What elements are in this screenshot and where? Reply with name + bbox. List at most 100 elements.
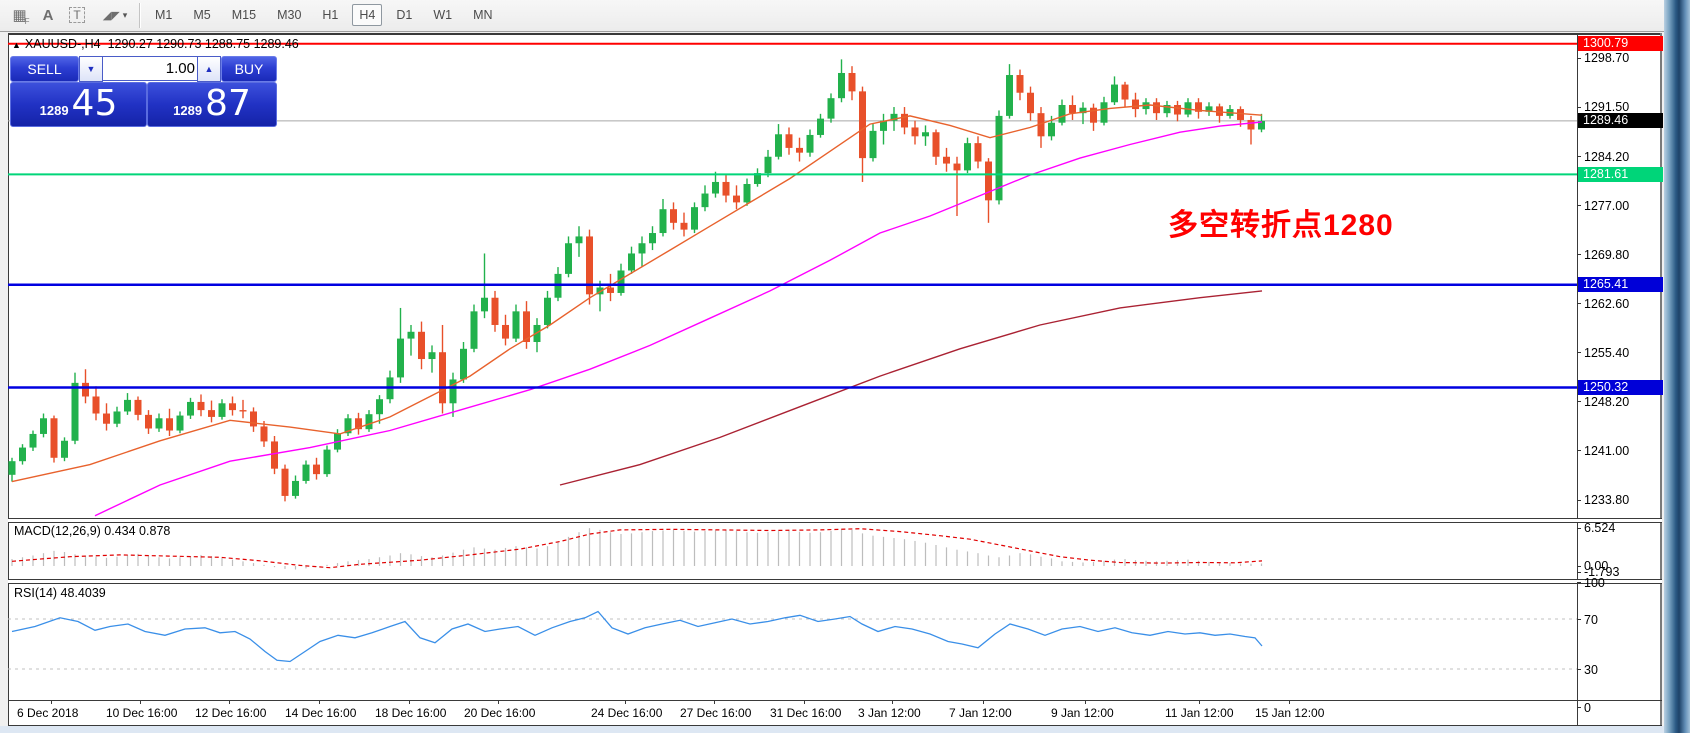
bid-quote-box[interactable]: 1289 45 [10, 82, 147, 127]
text-annotation-icon[interactable]: T [66, 4, 88, 26]
candle [1027, 86, 1034, 121]
rsi-scale-label: 0 [1584, 701, 1591, 715]
cursor-styles-icon[interactable]: ◢◤ ▾ [98, 4, 132, 26]
candle [1184, 98, 1192, 118]
rsi-line [11, 610, 1263, 663]
rsi-label: RSI(14) 48.4039 [14, 586, 106, 600]
candle [922, 125, 929, 146]
timeframe-m1[interactable]: M1 [155, 8, 173, 22]
price-tick-label: 1269.80 [1584, 248, 1630, 262]
candle [50, 415, 58, 463]
timeframe-bar: M1 M5 M15 M30 H1 H4 D1 W1 MN [148, 4, 500, 26]
arrows-glyph: ◢◤ [102, 9, 120, 22]
candle [974, 136, 982, 169]
price-tick [1577, 254, 1581, 255]
chart-frame-bottom [8, 725, 1662, 726]
scale-divider [1577, 35, 1578, 725]
candle [1174, 100, 1181, 122]
volume-down-button[interactable]: ▼ [79, 56, 103, 82]
date-tick [140, 700, 141, 704]
candle [197, 394, 205, 417]
candle [995, 110, 1003, 205]
a-glyph: A [42, 6, 54, 24]
candle [250, 407, 257, 432]
candle [1111, 76, 1118, 105]
macd-scale-label: 6.524 [1584, 521, 1616, 535]
volume-input[interactable]: 1.00 [102, 56, 204, 81]
chart-shift-grid-icon[interactable]: ▦ F [8, 4, 34, 26]
candle [649, 226, 656, 251]
price-tick [1577, 107, 1581, 108]
candle [1163, 100, 1171, 118]
rsi-tick [1577, 619, 1581, 620]
candle [218, 399, 226, 420]
date-tick [625, 700, 626, 704]
candle [344, 414, 352, 436]
grid-sub: F [24, 17, 30, 26]
bid-pips: 45 [71, 83, 118, 124]
candle [859, 86, 866, 182]
candle [460, 342, 467, 383]
sell-button[interactable]: SELL [10, 56, 79, 82]
toolbar: ▦ F A T ◢◤ ▾ M1 M5 M15 M30 H1 H4 D1 W1 MN [0, 0, 1664, 32]
candle [292, 475, 299, 499]
date-label: 10 Dec 16:00 [106, 706, 178, 720]
candle [1069, 95, 1076, 120]
price-tick [1577, 156, 1581, 157]
candle [964, 137, 971, 174]
symbol-marker-icon: ▲ [12, 40, 21, 50]
timeframe-h4[interactable]: H4 [352, 4, 383, 26]
date-label: 15 Jan 12:00 [1255, 706, 1325, 720]
time-axis-border [8, 700, 1662, 701]
timeframe-d1[interactable]: D1 [396, 8, 413, 22]
timeframe-m30[interactable]: M30 [277, 8, 302, 22]
price-tag: 1281.61 [1578, 167, 1663, 182]
timeframe-m5[interactable]: M5 [193, 8, 211, 22]
price-tick-label: 1277.00 [1584, 199, 1630, 213]
buy-button[interactable]: BUY [221, 56, 277, 82]
candle [439, 324, 446, 414]
chart-annotation[interactable]: 多空转折点1280 [1168, 209, 1394, 242]
candle [1121, 81, 1129, 108]
macd-scale-label: 0.00 [1584, 559, 1609, 573]
candle [61, 437, 68, 462]
timeframe-h1[interactable]: H1 [322, 8, 339, 22]
plot-background [9, 35, 1577, 725]
time-axis[interactable]: 6 Dec 2018 10 Dec 16:00 12 Dec 16:00 14 Dec… [8, 700, 1577, 725]
candle [775, 124, 782, 160]
main-chart-canvas[interactable] [8, 35, 1577, 518]
candle [754, 168, 761, 187]
macd-panel-separator[interactable] [8, 518, 1662, 523]
timeframe-mn[interactable]: MN [473, 8, 493, 22]
rsi-scale-label: 30 [1584, 663, 1598, 677]
candle [565, 236, 572, 278]
macd-canvas[interactable] [8, 521, 1577, 579]
rsi-panel-separator[interactable] [8, 579, 1662, 584]
candle [838, 59, 845, 103]
date-tick [51, 700, 52, 704]
font-label-icon[interactable]: A [38, 4, 58, 26]
candle [407, 324, 415, 356]
timeframe-m15[interactable]: M15 [231, 8, 257, 22]
macd-scale-label: -1.793 [1584, 565, 1620, 579]
date-tick [1085, 700, 1086, 704]
volume-up-button[interactable]: ▲ [197, 56, 221, 82]
candle [901, 107, 908, 135]
candle [1132, 92, 1139, 118]
timeframe-w1[interactable]: W1 [433, 8, 453, 22]
candle [817, 113, 824, 138]
candle [1195, 98, 1202, 119]
candle [92, 386, 100, 421]
date-label: 31 Dec 16:00 [770, 706, 842, 720]
ma-slow-line [559, 290, 1263, 486]
rsi-canvas[interactable] [8, 582, 1577, 700]
date-label: 6 Dec 2018 [17, 706, 79, 720]
ask-quote-box[interactable]: 1289 87 [147, 82, 277, 127]
price-tick [1577, 352, 1581, 353]
candle [806, 129, 814, 157]
candle [575, 226, 583, 257]
macd-tick [1577, 528, 1581, 529]
candle [607, 273, 614, 302]
candle [1016, 69, 1024, 101]
price-tick [1577, 401, 1581, 402]
